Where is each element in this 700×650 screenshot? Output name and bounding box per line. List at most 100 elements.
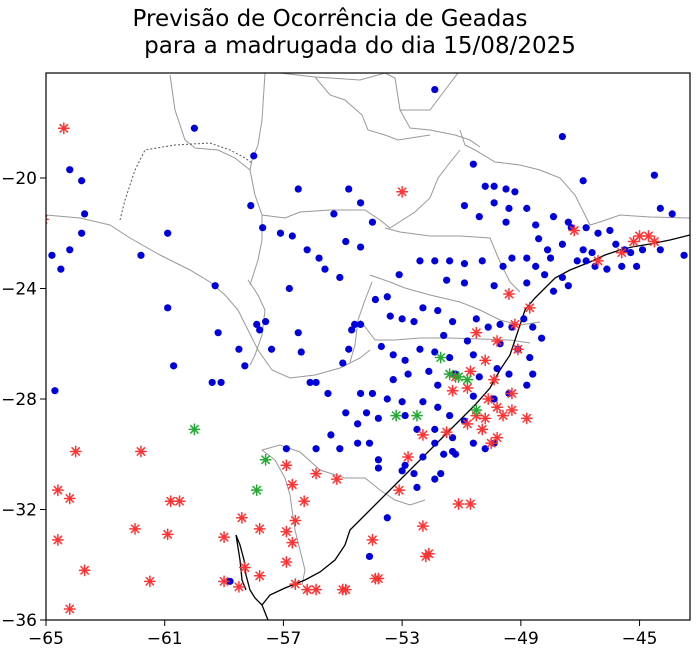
- station-dot: [523, 254, 531, 262]
- y-tick-label: −32: [1, 500, 37, 520]
- red-frost-marker: [648, 235, 661, 248]
- station-dot: [288, 232, 296, 240]
- station-dot: [481, 182, 489, 190]
- x-tick-label: −57: [265, 629, 301, 649]
- station-dot: [170, 362, 178, 370]
- red-frost-marker: [135, 445, 147, 458]
- red-frost-marker: [446, 384, 459, 397]
- station-dot: [398, 398, 406, 406]
- chart-title-line-2: para a madrugada do dia 15/08/2025: [144, 33, 576, 59]
- y-tick-label: −20: [1, 169, 37, 189]
- state-border-lines: [169, 73, 690, 366]
- red-frost-marker: [286, 536, 299, 549]
- red-frost-marker: [464, 365, 477, 378]
- station-dot: [656, 204, 664, 212]
- station-dot: [529, 370, 537, 378]
- station-dot: [543, 246, 552, 254]
- red-frost-marker: [372, 572, 385, 585]
- red-frost-marker: [511, 343, 524, 356]
- red-frost-marker: [51, 533, 64, 546]
- station-dot: [371, 295, 380, 304]
- station-dot: [582, 224, 590, 232]
- y-tick-label: −24: [1, 279, 37, 299]
- station-dot: [469, 392, 477, 400]
- green-frost-marker: [452, 370, 465, 383]
- station-dot: [443, 276, 451, 284]
- y-tick-label: −28: [1, 390, 37, 410]
- station-dot: [680, 251, 688, 259]
- station-dot: [532, 221, 540, 229]
- station-dot: [330, 210, 338, 218]
- red-frost-marker: [253, 569, 266, 582]
- station-dot: [612, 240, 620, 248]
- green-frost-marker: [434, 351, 447, 364]
- station-dot: [312, 378, 320, 387]
- red-frost-marker: [505, 387, 518, 400]
- station-dot: [368, 218, 377, 226]
- red-frost-marker: [568, 224, 581, 237]
- station-dot: [511, 188, 519, 196]
- red-frost-marker: [393, 484, 406, 497]
- station-dot: [410, 318, 418, 326]
- station-dot: [351, 320, 359, 328]
- red-frost-marker: [46, 214, 49, 224]
- station-dot: [532, 262, 540, 270]
- station-dot: [401, 356, 409, 364]
- red-frost-marker: [479, 354, 492, 367]
- red-frost-marker: [592, 254, 604, 267]
- station-dot: [164, 304, 172, 312]
- station-dot: [377, 342, 385, 351]
- station-dot: [475, 213, 483, 221]
- red-frost-marker: [218, 575, 231, 588]
- station-dot: [137, 251, 145, 259]
- station-dot: [431, 257, 439, 265]
- station-dot: [419, 398, 427, 406]
- station-dot: [588, 248, 596, 257]
- station-dot: [484, 323, 492, 331]
- station-dot: [253, 320, 261, 328]
- station-dot: [546, 254, 555, 262]
- station-dot: [549, 287, 558, 295]
- station-dot: [235, 345, 243, 353]
- green-frost-marker: [390, 409, 403, 422]
- red-frost-marker: [63, 602, 76, 615]
- station-dot: [431, 425, 439, 433]
- station-dot: [419, 453, 427, 461]
- station-dot: [386, 312, 394, 320]
- station-dot: [448, 447, 457, 456]
- station-dot: [505, 204, 513, 212]
- station-dot: [656, 246, 664, 254]
- station-dot: [285, 284, 293, 293]
- station-dot: [336, 445, 344, 453]
- station-dot: [520, 315, 528, 323]
- red-frost-marker: [452, 498, 465, 510]
- station-dot: [410, 469, 418, 478]
- green-frost-marker: [443, 368, 456, 381]
- station-dot: [526, 353, 534, 362]
- station-dot: [365, 439, 374, 447]
- red-frost-marker: [491, 335, 504, 347]
- station-dot: [211, 282, 219, 290]
- station-dot: [490, 282, 498, 290]
- station-dot: [294, 185, 302, 193]
- station-dot: [256, 326, 264, 334]
- station-dot: [490, 199, 498, 207]
- red-frost-marker: [310, 467, 323, 480]
- station-dot: [564, 282, 572, 290]
- station-dot: [321, 265, 329, 273]
- axes: −65 −61 −57 −53 −49 −45 −20 −24 −28 −32 −36: [1, 169, 657, 649]
- station-dot: [368, 389, 377, 398]
- red-frost-marker: [440, 426, 453, 439]
- station-dot: [529, 323, 537, 331]
- station-dot: [558, 132, 566, 141]
- station-dot: [395, 271, 403, 279]
- station-dot: [502, 185, 510, 193]
- red-frost-marker: [470, 326, 483, 339]
- red-frost-marker: [143, 575, 156, 588]
- station-dot: [440, 450, 448, 458]
- red-frost-marker: [461, 381, 474, 394]
- red-frost-marker: [69, 445, 82, 458]
- river-border: [46, 214, 373, 379]
- green-frost-marker: [259, 453, 272, 466]
- station-dot: [241, 362, 249, 370]
